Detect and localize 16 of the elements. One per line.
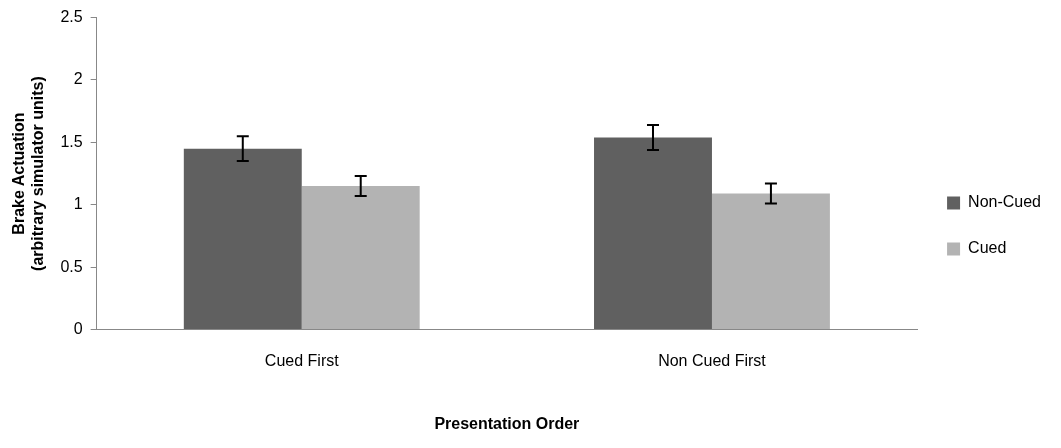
bar — [183, 148, 302, 330]
x-tick-label: Cued First — [264, 351, 340, 369]
y-tick-label: 0.5 — [60, 257, 83, 275]
bar — [594, 137, 712, 330]
y-tick-label: 0 — [73, 320, 83, 338]
bar — [711, 193, 830, 330]
y-tick-label: 2 — [73, 70, 83, 88]
bar — [301, 186, 420, 330]
y-tick-label: 1 — [73, 195, 83, 213]
y-tick-label: 1.5 — [60, 132, 83, 150]
y-tick-label: 2.5 — [60, 8, 83, 26]
legend-label: Cued — [968, 239, 1007, 257]
x-tick-label: Non Cued First — [658, 351, 767, 369]
x-axis-title: Presentation Order — [434, 414, 580, 432]
legend-label: Non-Cued — [968, 193, 1042, 211]
y-axis-title: Brake Actuation (arbitrary simulator units) — [10, 76, 47, 271]
